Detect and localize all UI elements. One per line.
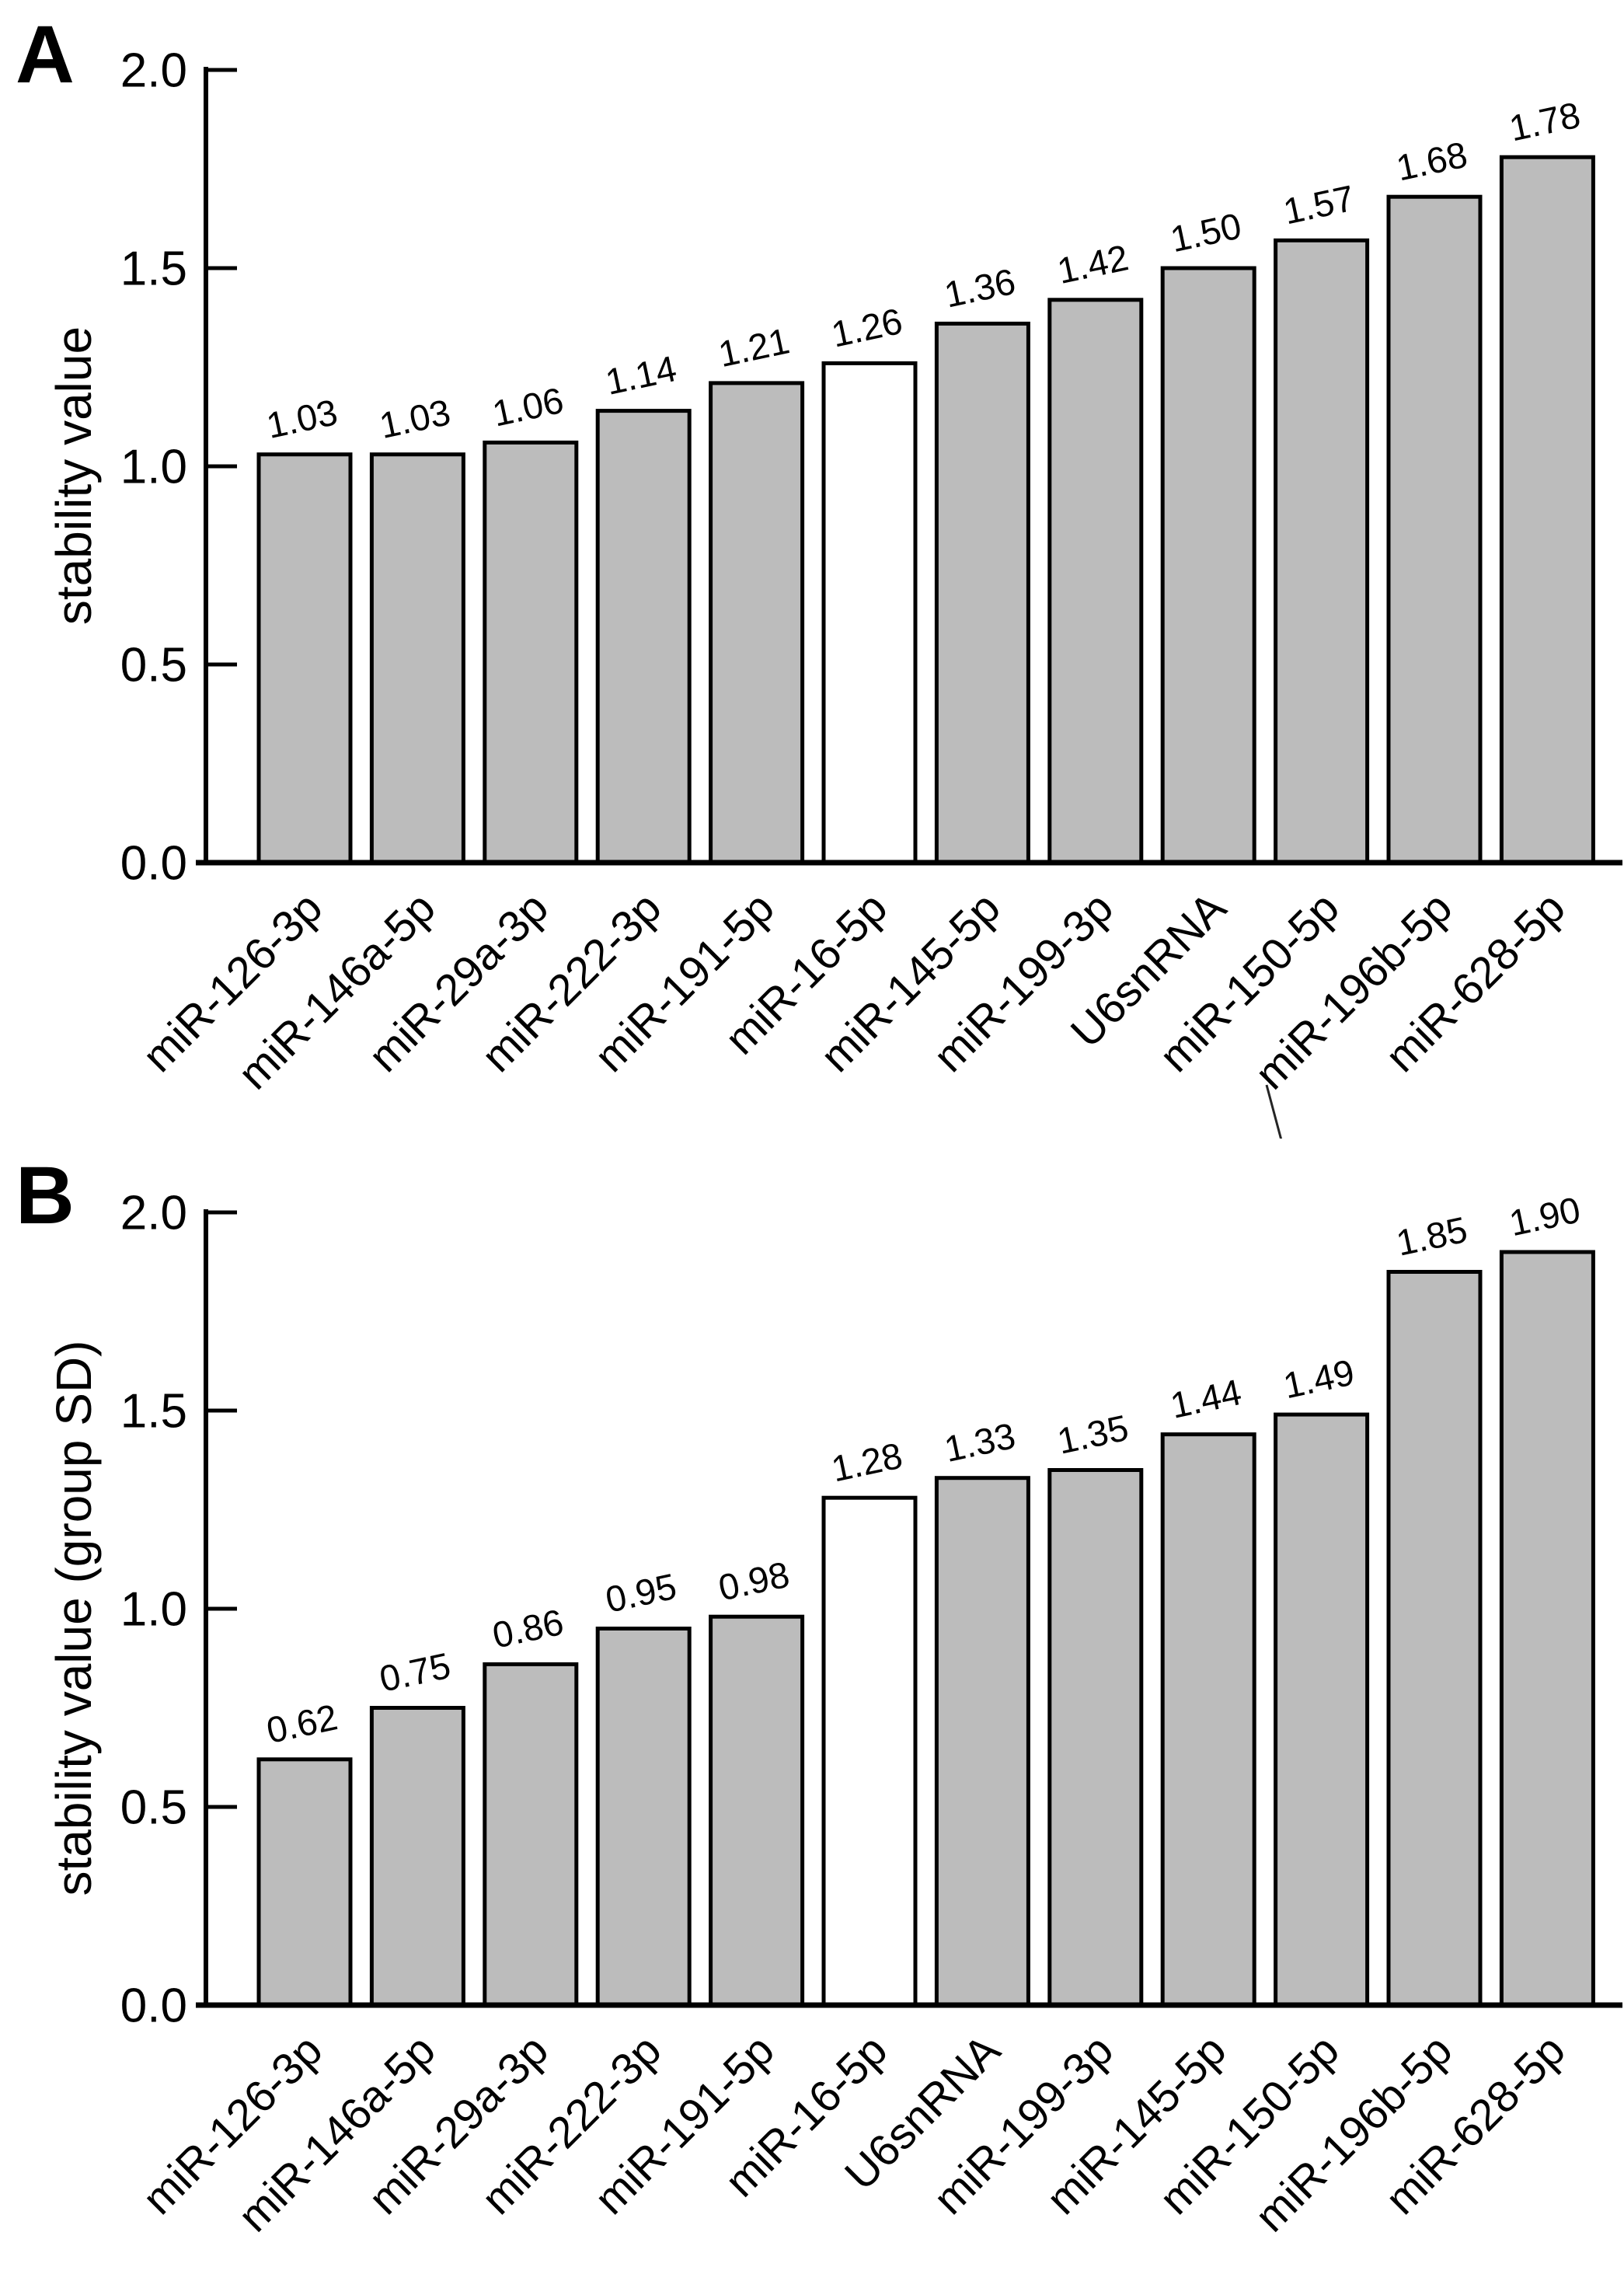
y-tick-label: 0.0	[120, 837, 187, 891]
x-tick-label-miR-146a-5p: miR-146a-5p	[228, 883, 444, 1099]
bar-miR-29a-3p	[483, 440, 579, 865]
bar-value-label-miR-150-5p: 1.57	[1280, 177, 1358, 232]
y-tick-label: 1.5	[120, 242, 187, 296]
bar-miR-16-5p	[821, 1495, 918, 2007]
bar-miR-222-3p	[595, 409, 692, 865]
bar-U6snRNA	[1160, 266, 1256, 865]
y-tick-label: 2.0	[120, 44, 187, 98]
bar-value-label-miR-628-5p: 1.78	[1506, 94, 1584, 149]
x-tick-label-miR-196b-5p: miR-196b-5p	[1246, 2025, 1462, 2241]
x-tick-label-miR-146a-5p: miR-146a-5p	[228, 2025, 444, 2241]
y-tick-label: 1.0	[120, 441, 187, 494]
bar-value-label-miR-199-3p: 1.42	[1054, 236, 1132, 291]
x-tick-label-miR-196b-5p: miR-196b-5p	[1246, 883, 1462, 1099]
bar-miR-191-5p	[709, 1614, 805, 2007]
bar-miR-126-3p	[256, 452, 353, 865]
bar-miR-126-3p	[256, 1757, 353, 2007]
bar-miR-196b-5p	[1386, 194, 1483, 865]
bar-value-label-miR-222-3p: 0.95	[602, 1565, 681, 1620]
bar-value-label-miR-191-5p: 1.21	[715, 319, 793, 375]
bar-value-label-miR-199-3p: 1.35	[1054, 1407, 1132, 1462]
bar-value-label-miR-16-5p: 1.28	[828, 1435, 906, 1490]
bar-miR-628-5p	[1499, 1250, 1595, 2007]
bar-value-label-miR-146a-5p: 1.03	[376, 391, 455, 446]
bar-miR-222-3p	[595, 1627, 692, 2007]
bar-value-label-miR-150-5p: 1.49	[1280, 1352, 1358, 1407]
panel-a-label: A	[16, 9, 75, 100]
bar-value-label-miR-196b-5p: 1.68	[1392, 134, 1471, 189]
bar-value-label-miR-628-5p: 1.90	[1506, 1188, 1584, 1243]
bar-miR-29a-3p	[483, 1662, 579, 2007]
bar-value-label-U6snRNA: 1.33	[941, 1414, 1019, 1470]
scan-artifact	[1265, 1084, 1283, 1139]
bar-miR-199-3p	[1047, 1468, 1144, 2007]
bar-miR-146a-5p	[369, 452, 465, 865]
y-tick-label: 2.0	[120, 1187, 187, 1240]
y-tick-label: 0.5	[120, 639, 187, 692]
bar-value-label-miR-196b-5p: 1.85	[1392, 1209, 1471, 1264]
panel-b-label: B	[16, 1150, 75, 1241]
bar-value-label-miR-145-5p: 1.44	[1167, 1371, 1246, 1426]
bar-value-label-miR-222-3p: 1.14	[602, 347, 681, 403]
panel-a-chart: 1.03miR-126-3p1.03miR-146a-5p1.06miR-29a…	[120, 44, 1622, 1139]
y-tick-label: 0.0	[120, 1979, 187, 2033]
bar-value-label-miR-145-5p: 1.36	[941, 260, 1019, 316]
bar-value-label-miR-29a-3p: 1.06	[489, 379, 567, 434]
bar-miR-150-5p	[1274, 238, 1370, 865]
bar-value-label-miR-16-5p: 1.26	[828, 300, 906, 355]
bar-value-label-miR-191-5p: 0.98	[715, 1554, 793, 1609]
bar-miR-16-5p	[821, 361, 918, 865]
bar-value-label-miR-126-3p: 0.62	[263, 1696, 341, 1751]
bar-miR-196b-5p	[1386, 1270, 1483, 2007]
bar-miR-191-5p	[709, 381, 805, 865]
bar-miR-145-5p	[934, 321, 1030, 865]
bar-value-label-miR-146a-5p: 0.75	[376, 1644, 455, 1700]
y-tick-label: 1.0	[120, 1583, 187, 1637]
bar-U6snRNA	[934, 1476, 1030, 2007]
y-tick-label: 0.5	[120, 1781, 187, 1835]
bar-miR-150-5p	[1274, 1412, 1370, 2007]
bar-value-label-U6snRNA: 1.50	[1167, 204, 1246, 260]
bar-miR-145-5p	[1160, 1432, 1256, 2007]
panel-b-chart: 0.62miR-126-3p0.75miR-146a-5p0.86miR-29a…	[120, 1187, 1622, 2241]
bar-miR-199-3p	[1047, 298, 1144, 865]
bar-miR-628-5p	[1499, 155, 1595, 865]
bar-value-label-miR-126-3p: 1.03	[263, 391, 341, 446]
bar-value-label-miR-29a-3p: 0.86	[489, 1601, 567, 1656]
y-tick-label: 1.5	[120, 1385, 187, 1439]
bar-miR-146a-5p	[369, 1706, 465, 2007]
